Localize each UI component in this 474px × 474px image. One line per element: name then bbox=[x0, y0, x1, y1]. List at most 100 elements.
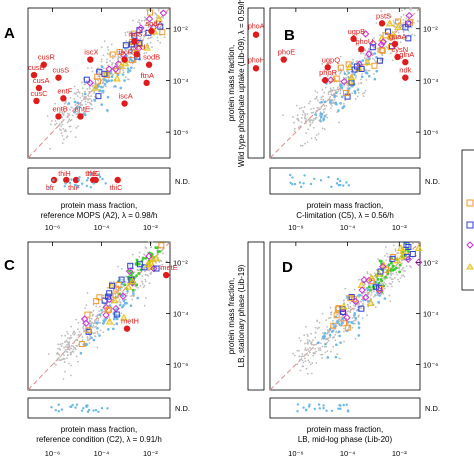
cloud-point bbox=[299, 369, 302, 372]
cloud-point bbox=[400, 23, 403, 26]
cloud-point bbox=[95, 325, 98, 328]
blue-point bbox=[324, 342, 327, 346]
blue-point bbox=[373, 77, 377, 81]
blue-point bbox=[353, 91, 357, 95]
cloud-point bbox=[305, 132, 307, 135]
cloud-point bbox=[65, 339, 68, 342]
nd-point-label: thiF bbox=[68, 185, 80, 192]
cloud-point bbox=[102, 85, 105, 88]
cloud-point bbox=[396, 19, 399, 22]
blue-point bbox=[377, 300, 380, 304]
cloud-point bbox=[117, 265, 119, 268]
cloud-point bbox=[65, 130, 67, 133]
cloud-point bbox=[67, 332, 69, 335]
green-point bbox=[367, 285, 371, 289]
blue-point bbox=[347, 71, 351, 75]
nd-blue-point bbox=[330, 185, 333, 188]
cloud-point bbox=[325, 113, 328, 116]
nd-blue-point bbox=[68, 181, 72, 185]
cloud-point bbox=[67, 116, 69, 119]
cloud-point bbox=[306, 113, 309, 116]
cloud-point bbox=[92, 309, 95, 312]
labeled-point bbox=[121, 56, 128, 63]
cloud-point bbox=[159, 264, 162, 267]
nd-blue-point bbox=[308, 403, 311, 406]
cloud-point bbox=[331, 319, 334, 322]
cloud-point bbox=[361, 73, 364, 75]
nd-blue-point bbox=[296, 409, 299, 413]
square-marker bbox=[122, 42, 129, 49]
cloud-point bbox=[376, 51, 379, 53]
cloud-point bbox=[63, 346, 65, 349]
cloud-point bbox=[120, 312, 123, 315]
side-strip-point bbox=[252, 31, 260, 38]
x-tick-label: 10⁻⁶ bbox=[288, 449, 303, 458]
blue-point bbox=[333, 95, 336, 99]
blue-point bbox=[126, 67, 130, 70]
cloud-point bbox=[166, 260, 168, 263]
cloud-point bbox=[388, 282, 391, 285]
cloud-point bbox=[338, 73, 341, 75]
blue-point bbox=[326, 356, 330, 359]
square-marker bbox=[129, 57, 136, 64]
cloud-point bbox=[54, 123, 56, 126]
cloud-point bbox=[95, 305, 98, 308]
cloud-point bbox=[76, 345, 79, 347]
cloud-point bbox=[330, 89, 333, 92]
cloud-point bbox=[357, 314, 360, 317]
blue-point bbox=[100, 308, 103, 312]
cloud-point bbox=[370, 50, 373, 53]
diamond-marker bbox=[405, 11, 413, 20]
cloud-point bbox=[47, 353, 50, 355]
panel-c: metE metH 10⁻⁶ 10⁻⁴ 10⁻² 10⁻² 10⁻⁴ 10⁻⁶ N.D. Cpro… bbox=[4, 241, 190, 458]
cloud-point bbox=[315, 134, 318, 137]
cloud-point bbox=[316, 91, 319, 94]
cloud-point bbox=[68, 118, 71, 121]
labeled-point bbox=[60, 95, 67, 102]
cloud-point bbox=[320, 107, 322, 109]
labeled-point bbox=[350, 35, 357, 43]
cloud-point bbox=[139, 37, 142, 40]
cloud-point bbox=[93, 320, 96, 323]
cloud-point bbox=[103, 40, 106, 43]
cloud-point bbox=[405, 36, 408, 39]
cloud-point bbox=[373, 59, 376, 62]
square-marker bbox=[342, 89, 349, 96]
cloud-point bbox=[300, 121, 303, 124]
labeled-point bbox=[148, 27, 155, 35]
cloud-point bbox=[324, 86, 327, 89]
cloud-point bbox=[391, 278, 394, 281]
nd-blue-point bbox=[85, 179, 89, 182]
blue-point bbox=[322, 336, 326, 340]
nd-point bbox=[63, 176, 70, 184]
cloud-point bbox=[333, 336, 336, 339]
nd-blue-point bbox=[307, 405, 311, 408]
green-point bbox=[369, 288, 372, 292]
cloud-point bbox=[338, 357, 341, 360]
blue-point bbox=[375, 69, 379, 73]
cloud-point bbox=[91, 321, 94, 324]
cloud-point bbox=[321, 353, 324, 356]
legend-triangle bbox=[466, 263, 474, 270]
cloud-point bbox=[399, 24, 402, 27]
cloud-point bbox=[71, 332, 74, 335]
blue-point bbox=[103, 319, 106, 323]
side-strip-label: phoH bbox=[248, 57, 265, 64]
cloud-point bbox=[89, 335, 92, 337]
cloud-point bbox=[110, 296, 113, 299]
cloud-point bbox=[375, 269, 378, 271]
square-marker bbox=[405, 35, 412, 42]
cloud-point bbox=[124, 32, 127, 34]
cloud-point bbox=[63, 111, 66, 114]
cloud-point bbox=[75, 318, 78, 321]
nd-blue-point bbox=[327, 176, 330, 179]
cloud-point bbox=[371, 289, 374, 291]
cloud-point bbox=[61, 358, 63, 361]
square-marker bbox=[83, 76, 90, 83]
point-label: iscU bbox=[131, 42, 146, 51]
cloud-point bbox=[386, 256, 389, 258]
cloud-point bbox=[373, 272, 376, 275]
cloud-point bbox=[101, 311, 103, 314]
cloud-point bbox=[106, 46, 109, 49]
cloud-point bbox=[310, 372, 313, 375]
